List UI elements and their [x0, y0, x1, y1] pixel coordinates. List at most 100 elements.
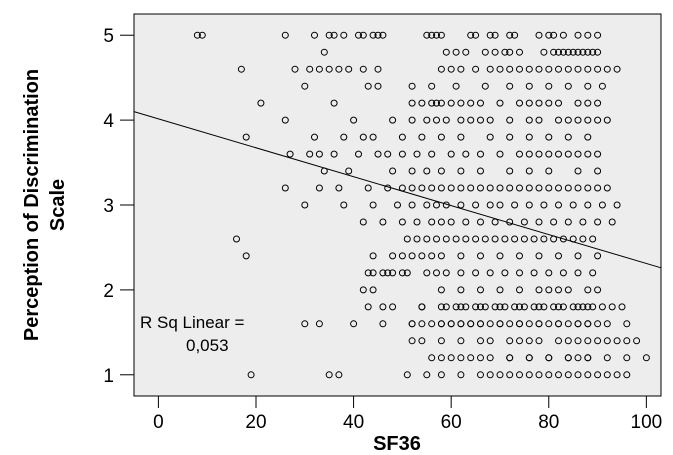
data-point [555, 286, 562, 294]
data-point [535, 99, 543, 107]
data-point [452, 235, 460, 243]
data-point [350, 116, 358, 124]
data-point [496, 65, 504, 73]
data-point [501, 235, 509, 243]
data-point [574, 48, 582, 56]
data-point [584, 65, 592, 73]
data-point [559, 303, 567, 311]
data-point [525, 167, 533, 175]
data-point [603, 337, 611, 345]
data-point [418, 303, 426, 311]
data-point [574, 320, 582, 328]
data-point [525, 133, 533, 141]
data-point [486, 116, 494, 124]
y-tick-label: 1 [103, 366, 114, 387]
data-point [589, 48, 597, 56]
data-point [413, 235, 421, 243]
data-point [428, 150, 436, 158]
data-point [545, 65, 553, 73]
data-point [335, 184, 343, 192]
data-point [525, 65, 533, 73]
data-point [506, 320, 514, 328]
data-point [496, 371, 504, 379]
data-point [564, 184, 572, 192]
data-point [564, 116, 572, 124]
y-axis: 1 2 3 4 5 [103, 26, 134, 387]
data-point [437, 218, 445, 226]
data-point [457, 167, 465, 175]
data-point [530, 235, 538, 243]
data-point [584, 116, 592, 124]
data-point [535, 31, 543, 39]
data-point [496, 99, 504, 107]
x-tick-label: 100 [631, 412, 663, 433]
data-point [535, 286, 543, 294]
data-point [437, 286, 445, 294]
data-point [516, 65, 523, 73]
data-point [486, 269, 494, 277]
data-point [516, 252, 523, 260]
data-point [437, 252, 445, 260]
data-point [364, 303, 372, 311]
plot-area [133, 13, 662, 397]
data-point [457, 133, 465, 141]
data-point [511, 31, 519, 39]
data-point [594, 150, 602, 158]
y-tick-label: 5 [103, 26, 114, 47]
data-point [623, 371, 631, 379]
data-point [369, 286, 377, 294]
data-point [428, 31, 436, 39]
data-point [340, 201, 348, 209]
data-point [564, 337, 572, 345]
data-point [418, 252, 426, 260]
data-point [555, 337, 562, 345]
data-point [193, 31, 201, 39]
data-point [525, 116, 533, 124]
data-point [525, 99, 533, 107]
data-point [384, 150, 392, 158]
data-point [481, 235, 489, 243]
data-point [525, 371, 533, 379]
data-point [642, 354, 650, 362]
data-point [574, 99, 582, 107]
data-point [320, 48, 328, 56]
data-point [447, 354, 455, 362]
data-point [516, 48, 523, 56]
data-point [408, 320, 416, 328]
data-point [608, 303, 616, 311]
data-point [428, 218, 436, 226]
data-point [369, 133, 377, 141]
data-point [462, 235, 470, 243]
data-point [555, 201, 562, 209]
data-point [501, 303, 509, 311]
data-point [437, 167, 445, 175]
data-point [530, 303, 538, 311]
data-point [452, 82, 460, 90]
data-point [516, 99, 523, 107]
data-point [594, 320, 602, 328]
data-point [281, 184, 289, 192]
data-point [433, 99, 440, 107]
data-point [506, 337, 514, 345]
y-tick-label: 4 [103, 111, 114, 132]
data-point [574, 31, 582, 39]
data-point [584, 320, 592, 328]
data-point [545, 286, 553, 294]
data-point [535, 116, 543, 124]
data-point [394, 201, 401, 209]
data-point [525, 201, 533, 209]
data-point [433, 31, 440, 39]
data-point [442, 235, 450, 243]
data-point [447, 320, 455, 328]
data-point [486, 201, 494, 209]
data-point [481, 303, 489, 311]
data-point [555, 252, 562, 260]
data-point [584, 354, 592, 362]
data-point [315, 65, 323, 73]
data-point [496, 252, 504, 260]
data-point [530, 269, 538, 277]
data-point [584, 150, 592, 158]
data-point [379, 303, 387, 311]
data-point [564, 82, 572, 90]
data-point [452, 48, 460, 56]
